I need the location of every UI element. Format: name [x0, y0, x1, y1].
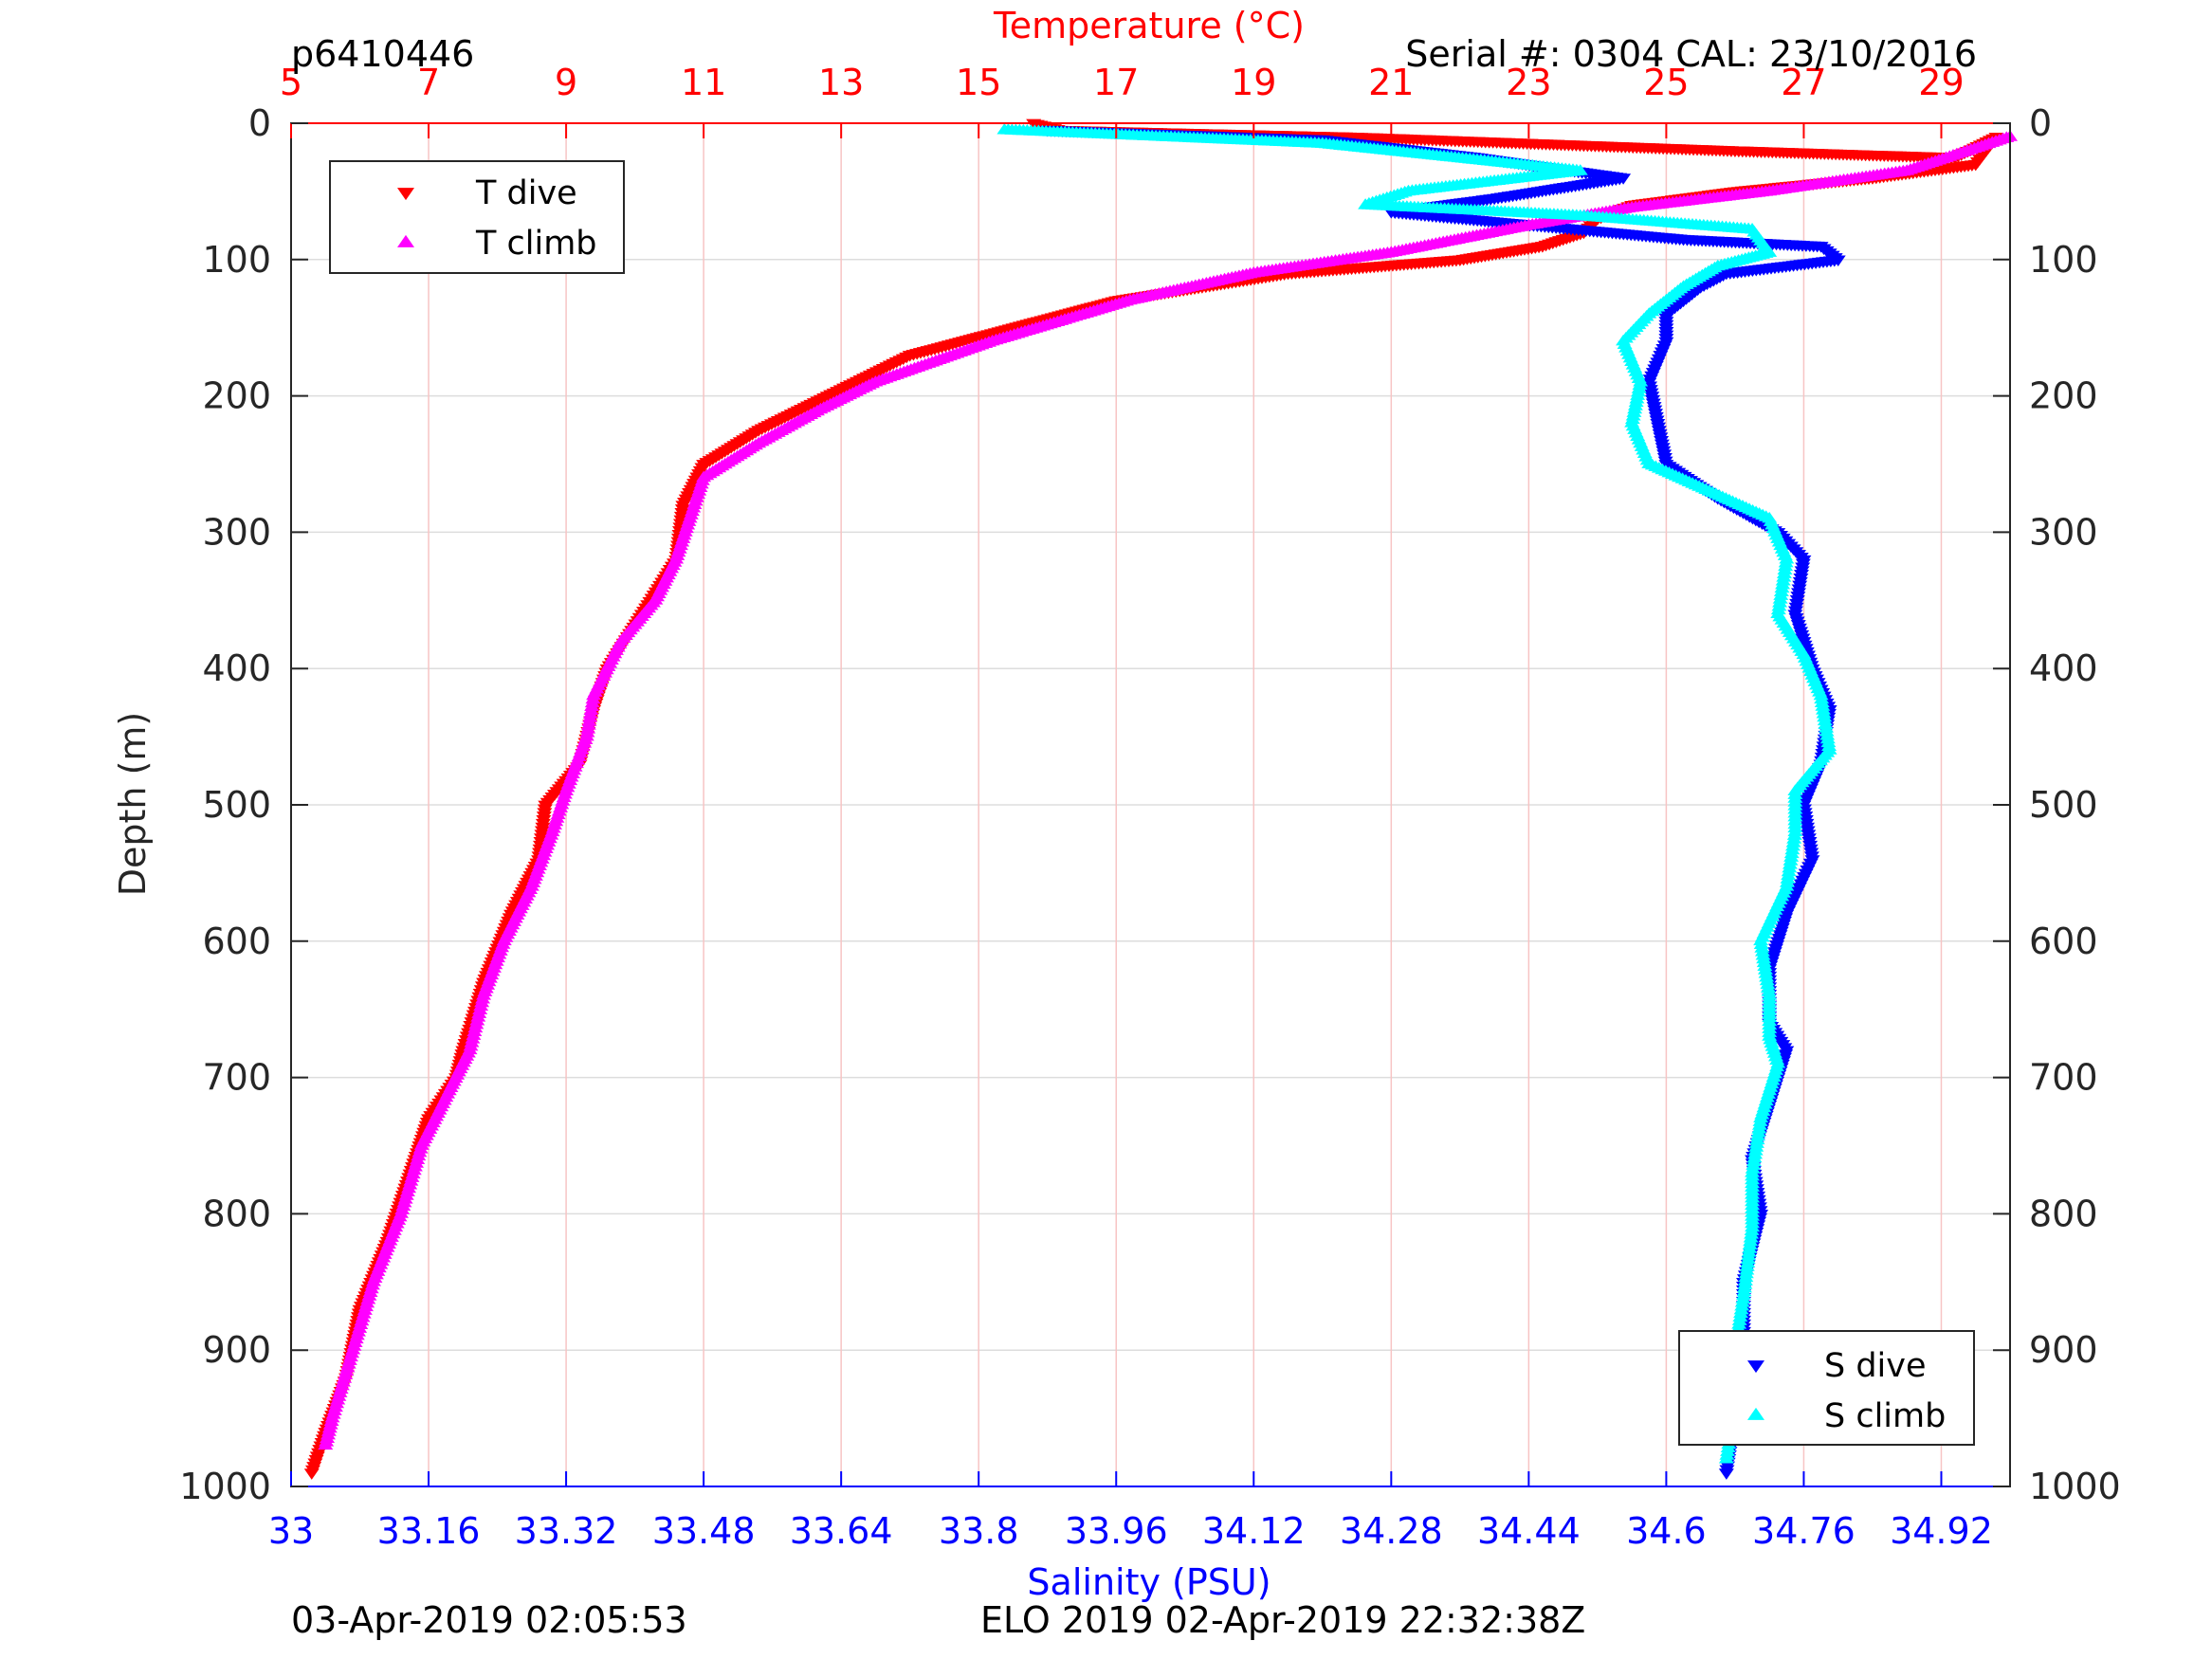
salinity-tick-label-0: 33 — [268, 1510, 314, 1552]
depth-tick-label-left-1: 100 — [202, 239, 271, 281]
salinity-tick-label-2: 33.32 — [515, 1510, 618, 1552]
depth-tick-label-right-6: 600 — [2029, 921, 2098, 962]
depth-tick-label-left-7: 700 — [202, 1057, 271, 1099]
depth-tick-label-left-9: 900 — [202, 1329, 271, 1371]
temperature-tick-label-0: 5 — [280, 62, 302, 103]
salinity-axis-label: Salinity (PSU) — [1027, 1561, 1271, 1603]
legend-label-t-dive: T dive — [475, 174, 577, 212]
legend-label-s-climb: S climb — [1824, 1397, 1946, 1435]
salinity-tick-label-10: 34.6 — [1626, 1510, 1707, 1552]
legend-temperature: T dive T climb — [329, 160, 625, 274]
salinity-tick-label-5: 33.8 — [939, 1510, 1019, 1552]
temperature-tick-label-7: 19 — [1231, 62, 1276, 103]
depth-tick-label-left-10: 1000 — [179, 1466, 271, 1507]
legend-marker-s-dive — [1747, 1360, 1764, 1374]
depth-axis-label: Depth (m) — [112, 712, 154, 897]
temperature-tick-label-1: 7 — [417, 62, 440, 103]
depth-tick-label-right-7: 700 — [2029, 1057, 2098, 1099]
temperature-tick-label-12: 29 — [1918, 62, 1964, 103]
depth-tick-label-right-9: 900 — [2029, 1329, 2098, 1371]
serial-cal-label: Serial #: 0304 CAL: 23/10/2016 — [1405, 33, 1977, 75]
legend-label-s-dive: S dive — [1824, 1347, 1927, 1385]
data-point-711 — [1718, 1452, 1734, 1464]
depth-tick-label-right-5: 500 — [2029, 784, 2098, 826]
axes: 5 7 9 11 13 15 17 19 21 23 25 27 29 33 33.16 33.32 33.48… — [179, 62, 2120, 1552]
depth-tick-label-left-2: 200 — [202, 375, 271, 417]
depth-tick-label-left-4: 400 — [202, 647, 271, 689]
salinity-tick-label-1: 33.16 — [377, 1510, 481, 1552]
legend-marker-t-dive — [397, 188, 414, 201]
depth-tick-label-left-0: 0 — [248, 102, 271, 144]
depth-tick-label-right-2: 200 — [2029, 375, 2098, 417]
salinity-tick-label-7: 34.12 — [1202, 1510, 1306, 1552]
depth-tick-label-left-5: 500 — [202, 784, 271, 826]
salinity-tick-label-3: 33.48 — [652, 1510, 756, 1552]
depth-tick-label-left-3: 300 — [202, 511, 271, 553]
temperature-tick-label-6: 17 — [1093, 62, 1139, 103]
depth-tick-label-right-10: 1000 — [2029, 1466, 2121, 1507]
temperature-tick-label-8: 21 — [1368, 62, 1414, 103]
footer-date-label: 03-Apr-2019 02:05:53 — [291, 1599, 687, 1641]
salinity-tick-label-12: 34.92 — [1890, 1510, 1993, 1552]
temperature-tick-label-11: 27 — [1781, 62, 1826, 103]
depth-tick-label-right-3: 300 — [2029, 511, 2098, 553]
salinity-tick-label-8: 34.28 — [1340, 1510, 1443, 1552]
data-point-651 — [318, 1438, 334, 1450]
temperature-tick-label-4: 13 — [818, 62, 864, 103]
depth-tick-label-left-8: 800 — [202, 1193, 271, 1234]
data-point-924 — [303, 1468, 320, 1480]
salinity-tick-label-6: 33.96 — [1065, 1510, 1168, 1552]
data-point-737 — [1718, 1468, 1734, 1480]
glider-id-label: p6410446 — [291, 33, 474, 75]
legend-label-t-climb: T climb — [475, 225, 597, 263]
depth-tick-label-left-6: 600 — [202, 921, 271, 962]
salinity-tick-label-4: 33.64 — [790, 1510, 893, 1552]
temperature-tick-label-5: 15 — [956, 62, 1001, 103]
depth-tick-label-right-4: 400 — [2029, 647, 2098, 689]
temperature-tick-label-10: 25 — [1643, 62, 1689, 103]
temperature-tick-label-3: 11 — [681, 62, 726, 103]
depth-tick-label-right-8: 800 — [2029, 1193, 2098, 1234]
legend-marker-t-climb — [397, 234, 414, 247]
salinity-tick-label-11: 34.76 — [1752, 1510, 1856, 1552]
data-marks — [303, 118, 2018, 1480]
depth-tick-label-right-1: 100 — [2029, 239, 2098, 281]
temperature-axis-label: Temperature (°C) — [993, 5, 1305, 46]
salinity-tick-label-9: 34.44 — [1477, 1510, 1581, 1552]
legend-salinity: S dive S climb — [1678, 1330, 1975, 1446]
depth-tick-label-right-0: 0 — [2029, 102, 2052, 144]
footer-mission-label: ELO 2019 02-Apr-2019 22:32:38Z — [980, 1599, 1585, 1641]
legend-marker-s-climb — [1747, 1407, 1764, 1420]
series-t-climb — [318, 130, 2018, 1450]
temperature-tick-label-2: 9 — [555, 62, 577, 103]
temperature-tick-label-9: 23 — [1506, 62, 1551, 103]
